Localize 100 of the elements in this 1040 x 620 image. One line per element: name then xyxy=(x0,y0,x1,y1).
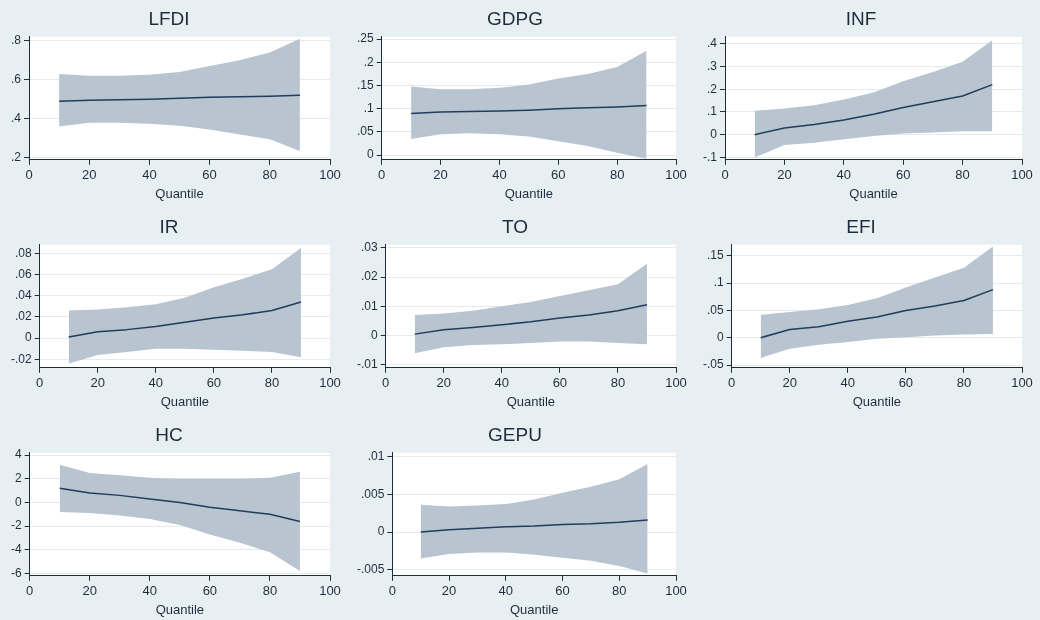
y-tick-label: 0 xyxy=(710,127,718,142)
x-tick-label: 80 xyxy=(262,583,278,599)
x-tick-label: 80 xyxy=(610,375,626,391)
y-tick-label: .2 xyxy=(363,54,374,69)
x-tick-label: 60 xyxy=(202,167,217,183)
y-tick-label: .06 xyxy=(14,266,32,281)
x-tick-label: 20 xyxy=(433,167,448,183)
x-tick-label: 60 xyxy=(555,583,570,599)
y-tick-label: 0 xyxy=(370,327,378,342)
y-tick-label: 0 xyxy=(366,147,374,162)
y-tick-label: .04 xyxy=(14,288,32,303)
y-tick-label: .005 xyxy=(360,486,385,501)
x-axis-title: Quantile xyxy=(852,393,902,409)
y-tick-label: .1 xyxy=(706,104,718,119)
y-tick-label: 2 xyxy=(14,471,22,486)
y-tick-label: -.01 xyxy=(356,357,378,372)
x-tick-label: 60 xyxy=(895,167,911,183)
x-tick-label: 0 xyxy=(388,583,396,599)
chart-title: GEPU xyxy=(488,423,542,445)
y-tick-label: .15 xyxy=(356,77,374,92)
x-tick-label: 80 xyxy=(956,375,972,391)
y-tick-label: .15 xyxy=(706,248,724,263)
y-tick-label: -.005 xyxy=(356,562,385,577)
x-tick-label: 40 xyxy=(148,375,164,391)
chart-title: EFI xyxy=(846,215,876,237)
x-tick-label: 20 xyxy=(90,375,105,391)
x-tick-label: 100 xyxy=(319,167,341,183)
y-tick-label: -4 xyxy=(11,542,22,557)
y-tick-label: .1 xyxy=(713,275,724,290)
chart-title: TO xyxy=(501,215,529,237)
x-tick-label: 100 xyxy=(1011,167,1033,183)
x-axis-title: Quantile xyxy=(155,185,204,201)
y-tick-label: .05 xyxy=(706,302,724,317)
x-tick-label: 60 xyxy=(552,375,568,391)
y-tick-label: -6 xyxy=(11,565,22,580)
x-tick-label: 80 xyxy=(262,167,278,183)
x-tick-label: 60 xyxy=(551,167,566,183)
y-tick-label: .4 xyxy=(10,111,22,126)
y-tick-label: .03 xyxy=(360,240,378,255)
y-tick-label: 0 xyxy=(14,494,22,509)
x-tick-label: 40 xyxy=(840,375,856,391)
x-axis-title: Quantile xyxy=(155,601,205,617)
y-tick-label: .6 xyxy=(10,72,22,87)
x-tick-label: 80 xyxy=(955,167,970,183)
x-tick-label: 40 xyxy=(142,583,158,599)
x-tick-label: 40 xyxy=(498,583,514,599)
y-tick-label: -2 xyxy=(11,518,22,533)
x-tick-label: 100 xyxy=(1011,375,1033,391)
y-tick-label: 0 xyxy=(24,330,32,345)
x-tick-label: 80 xyxy=(612,583,627,599)
y-tick-label: .02 xyxy=(360,269,378,284)
x-axis-title: Quantile xyxy=(504,185,554,201)
y-tick-label: .4 xyxy=(706,35,718,50)
x-tick-label: 60 xyxy=(898,375,914,391)
y-tick-label: -.02 xyxy=(10,351,32,366)
x-axis-title: Quantile xyxy=(160,393,210,409)
y-tick-label: 0 xyxy=(377,524,385,539)
x-tick-label: 40 xyxy=(494,375,510,391)
y-tick-label: .1 xyxy=(363,101,374,116)
x-tick-label: 0 xyxy=(728,375,736,391)
chart-title: GDPG xyxy=(487,7,543,29)
y-tick-label: .8 xyxy=(10,33,22,48)
x-tick-label: 20 xyxy=(777,167,792,183)
x-tick-label: 60 xyxy=(206,375,222,391)
y-tick-label: .08 xyxy=(14,245,32,260)
x-tick-label: 20 xyxy=(441,583,457,599)
y-tick-label: .2 xyxy=(10,150,22,165)
x-tick-label: 40 xyxy=(492,167,507,183)
x-tick-label: 20 xyxy=(436,375,451,391)
chart-title: HC xyxy=(155,423,183,445)
x-tick-label: 100 xyxy=(665,167,687,183)
x-tick-label: 20 xyxy=(82,583,97,599)
x-tick-label: 20 xyxy=(782,375,797,391)
y-tick-label: .01 xyxy=(367,448,385,463)
x-tick-label: 60 xyxy=(202,583,218,599)
x-tick-label: 40 xyxy=(836,167,852,183)
y-tick-label: .01 xyxy=(360,298,378,313)
chart-title: LFDI xyxy=(148,7,190,29)
y-tick-label: .25 xyxy=(356,31,374,46)
y-tick-label: .02 xyxy=(14,309,32,324)
x-tick-label: 40 xyxy=(142,167,157,183)
x-tick-label: 100 xyxy=(319,375,341,391)
y-tick-label: .2 xyxy=(706,81,718,96)
x-axis-title: Quantile xyxy=(506,393,556,409)
x-tick-label: 100 xyxy=(665,375,687,391)
x-tick-label: 100 xyxy=(319,583,341,599)
x-axis-title: Quantile xyxy=(509,601,559,617)
x-tick-label: 20 xyxy=(81,167,97,183)
x-tick-label: 80 xyxy=(264,375,280,391)
x-tick-label: 80 xyxy=(609,167,625,183)
chart-title: INF xyxy=(845,7,877,29)
x-axis-title: Quantile xyxy=(849,185,898,201)
y-tick-label: .3 xyxy=(706,58,718,73)
x-tick-label: 100 xyxy=(665,583,687,599)
y-tick-label: .05 xyxy=(356,124,374,139)
x-tick-label: 0 xyxy=(36,375,44,391)
y-tick-label: -.05 xyxy=(702,357,724,372)
y-tick-label: -.1 xyxy=(702,149,718,164)
y-tick-label: 4 xyxy=(14,447,22,462)
chart-title: IR xyxy=(159,215,179,237)
